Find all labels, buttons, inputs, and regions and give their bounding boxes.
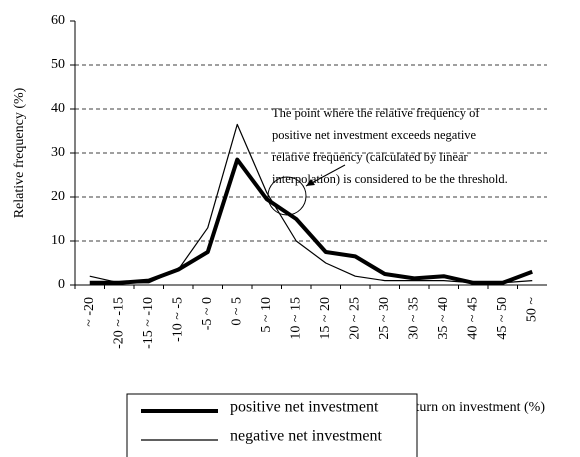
series-line [89, 157, 533, 285]
legend-label: negative net investment [230, 428, 383, 445]
series-line [89, 123, 533, 284]
annotation: The point where the relative frequency o… [272, 106, 480, 120]
x-tick-label: 0 ~ 5 [229, 297, 244, 326]
y-tick-label: 20 [51, 189, 65, 204]
legend-label: positive net investment [230, 399, 379, 416]
x-tick-label: 20 ~ 25 [347, 297, 362, 340]
y-tick-label: 50 [51, 57, 65, 72]
x-tick-label: 25 ~ 30 [377, 297, 392, 340]
x-tick-label: -15 ~ -10 [141, 297, 156, 349]
x-tick-label: -10 ~ -5 [170, 297, 185, 342]
x-axis-label: Return on investment (%) [400, 400, 545, 415]
y-tick-label: 10 [51, 233, 65, 248]
y-tick-label: 40 [51, 101, 65, 116]
x-tick-label: ~ -20 [82, 297, 97, 327]
x-tick-label: -20 ~ -15 [111, 297, 126, 349]
x-tick-label: 45 ~ 50 [495, 297, 510, 340]
annotation: positive net investment exceeds negative [272, 128, 477, 142]
x-tick-label: -5 ~ 0 [200, 297, 215, 330]
x-tick-label: 10 ~ 15 [288, 297, 303, 340]
x-tick-label: 50 ~ [524, 297, 539, 323]
arrow-head [306, 179, 315, 186]
annotation: relative frequency (calculated by linear [272, 150, 469, 164]
x-tick-label: 5 ~ 10 [259, 297, 274, 333]
x-tick-label: 15 ~ 20 [318, 297, 333, 340]
y-tick-label: 60 [51, 13, 65, 28]
x-tick-label: 35 ~ 40 [436, 297, 451, 340]
x-tick-label: 40 ~ 45 [465, 297, 480, 340]
annotation: interpolation) is considered to be the t… [272, 172, 508, 186]
x-tick-label: 30 ~ 35 [406, 297, 421, 340]
y-tick-label: 0 [58, 277, 65, 292]
legend-box [126, 393, 418, 457]
y-tick-label: 30 [51, 145, 65, 160]
y-axis-label: Relative frequency (%) [12, 87, 27, 218]
